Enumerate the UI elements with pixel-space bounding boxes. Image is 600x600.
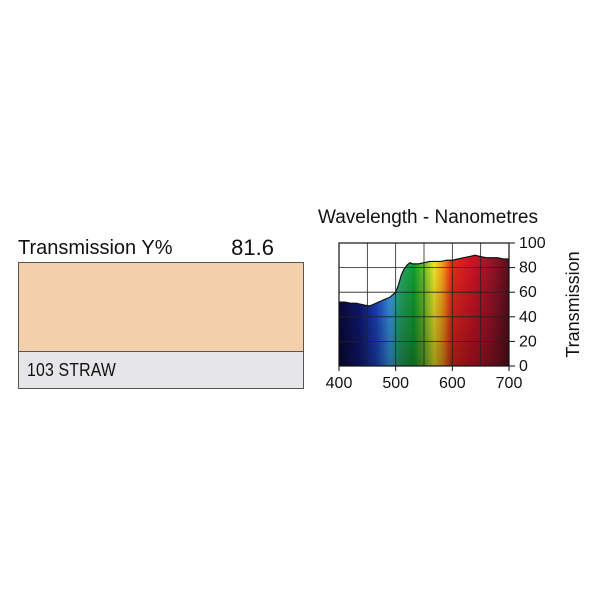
transmission-area-shade — [339, 255, 509, 366]
color-swatch — [18, 262, 304, 351]
filter-name: 103 STRAW — [27, 360, 117, 380]
y-tick-label: 100 — [519, 235, 546, 252]
transmission-area — [339, 255, 509, 366]
transmission-value: 81.6 — [231, 235, 274, 260]
x-tick-label: 700 — [496, 375, 523, 392]
chart-title: Wavelength - Nanometres — [318, 207, 538, 228]
transmission-line — [339, 254, 509, 307]
transmission-header: Transmission Y% 81.6 — [18, 234, 304, 262]
y-tick-label: 80 — [519, 260, 537, 277]
x-tick-label: 500 — [382, 375, 409, 392]
x-tick-label: 400 — [326, 375, 353, 392]
y-tick-label: 60 — [519, 284, 537, 301]
y-tick-label: 20 — [519, 333, 537, 350]
y-tick-label: 0 — [519, 358, 528, 375]
y-axis-label: Transmission — [563, 251, 583, 357]
plot-frame — [338, 242, 510, 367]
x-tick-label: 600 — [439, 375, 466, 392]
y-tick-label: 40 — [519, 309, 537, 326]
transmission-label: Transmission Y% — [18, 237, 173, 259]
filter-name-bar: 103 STRAW — [18, 351, 304, 389]
